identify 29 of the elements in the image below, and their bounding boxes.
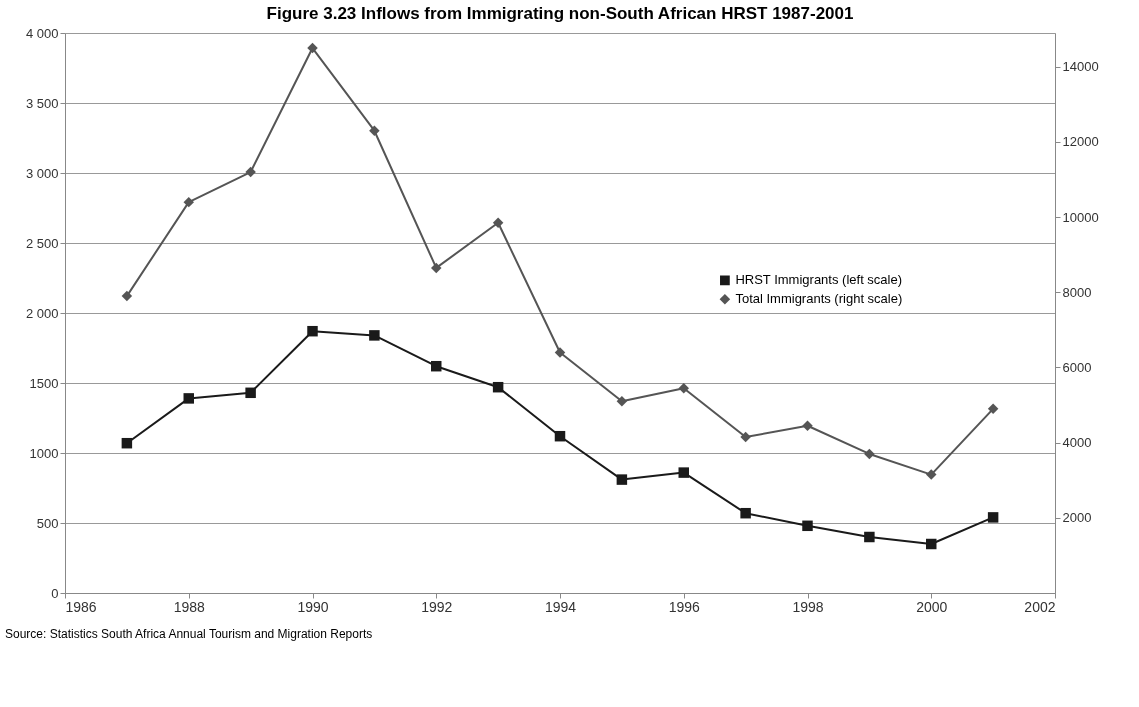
x-tick-label: 1994: [544, 598, 577, 615]
legend-label: HRST Immigrants (left scale): [735, 272, 903, 288]
y-tick-label: 2 500: [25, 235, 59, 251]
x-tick-label: 2002: [1024, 598, 1056, 615]
y-tick-label: 0: [51, 585, 59, 601]
x-tick-label: 2000: [916, 598, 948, 615]
x-tick-label: 1998: [792, 598, 824, 615]
x-tick-label: 1996: [668, 598, 701, 615]
y-tick-label: 3 500: [25, 95, 59, 111]
y2-tick-label: 12000: [1062, 134, 1099, 150]
y2-tick-label: 2000: [1062, 510, 1092, 526]
x-tick-label: 1986: [65, 598, 97, 615]
y2-tick-label: 6000: [1062, 360, 1092, 375]
y-tick-label: 3 000: [25, 165, 59, 181]
source-note: Source: Statistics South Africa Annual Tourism and Migration Reports: [5, 627, 373, 641]
y2-tick-label: 8000: [1062, 284, 1092, 300]
y2-tick-label: 4000: [1062, 435, 1092, 451]
x-tick-label: 1988: [173, 598, 206, 615]
y-tick-label: 1500: [29, 375, 59, 391]
y-tick-label: 4 000: [25, 25, 59, 41]
y-tick-label: 1000: [29, 445, 59, 461]
y2-tick-label: 14000: [1062, 59, 1099, 75]
chart-title: Figure 3.23 Inflows from Immigrating non-South African HRST 1987-2001: [266, 4, 854, 23]
y-tick-label: 500: [36, 515, 59, 531]
y2-tick-label: 10000: [1062, 209, 1099, 225]
x-tick-label: 1992: [421, 598, 453, 615]
x-tick-label: 1990: [297, 598, 329, 615]
legend-label: Total Immigrants (right scale): [735, 291, 903, 307]
y-tick-label: 2 000: [25, 305, 59, 321]
